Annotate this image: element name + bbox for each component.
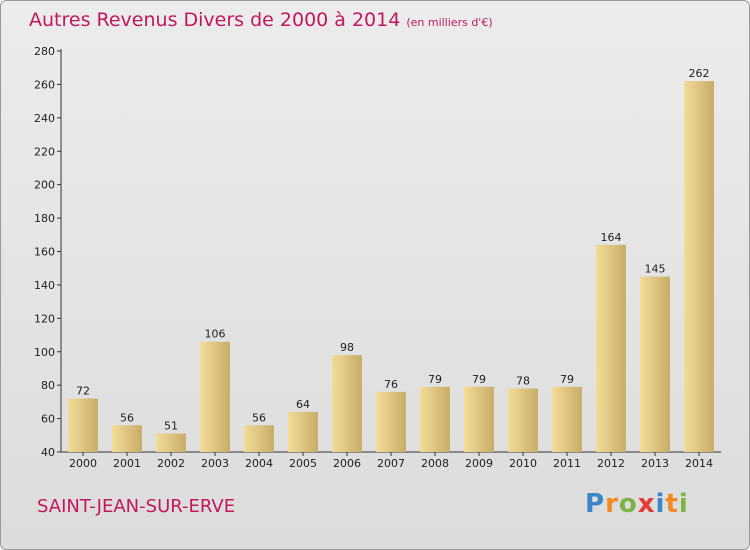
y-tick-label: 120 — [34, 312, 55, 325]
x-tick-label: 2008 — [421, 457, 449, 470]
x-tick-label: 2005 — [289, 457, 317, 470]
y-tick-label: 100 — [34, 346, 55, 359]
data-label: 98 — [340, 341, 354, 354]
chart-title: Autres Revenus Divers de 2000 à 2014 (en … — [29, 9, 493, 31]
logo-letter: i — [678, 489, 689, 519]
x-tick-label: 2012 — [597, 457, 625, 470]
bar — [376, 391, 406, 452]
commune-name: SAINT-JEAN-SUR-ERVE — [37, 496, 236, 517]
proxiti-logo: Proxiti — [585, 489, 689, 519]
bar — [288, 411, 318, 452]
y-tick-label: 160 — [34, 246, 55, 259]
y-tick-label: 280 — [34, 45, 55, 58]
logo-letter: x — [637, 489, 656, 519]
logo-letter: P — [585, 489, 606, 519]
y-tick-label: 260 — [34, 78, 55, 91]
bar — [200, 341, 230, 452]
x-tick-label: 2014 — [685, 457, 713, 470]
data-label: 72 — [76, 385, 90, 398]
bar — [464, 386, 494, 452]
data-label: 145 — [645, 263, 666, 276]
x-tick-label: 2006 — [333, 457, 361, 470]
bar — [596, 244, 626, 452]
bar — [420, 386, 450, 452]
logo-letter: i — [655, 489, 666, 519]
y-tick-label: 40 — [41, 446, 55, 459]
y-tick-label: 200 — [34, 179, 55, 192]
x-tick-label: 2004 — [245, 457, 273, 470]
bar — [552, 386, 582, 452]
bar — [68, 398, 98, 452]
x-tick-label: 2003 — [201, 457, 229, 470]
bar — [332, 355, 362, 452]
bar — [684, 81, 714, 452]
chart-subtitle: (en milliers d'€) — [406, 16, 493, 29]
bar — [112, 425, 142, 452]
y-tick-label: 140 — [34, 279, 55, 292]
x-tick-label: 2013 — [641, 457, 669, 470]
x-tick-label: 2007 — [377, 457, 405, 470]
logo-letter: o — [618, 489, 638, 519]
y-tick-label: 60 — [41, 413, 55, 426]
logo-letter: t — [665, 489, 679, 519]
x-tick-label: 2011 — [553, 457, 581, 470]
chart-title-text: Autres Revenus Divers de 2000 à 2014 — [29, 9, 401, 31]
data-label: 79 — [472, 373, 486, 386]
x-tick-label: 2001 — [113, 457, 141, 470]
data-label: 164 — [601, 231, 622, 244]
data-label: 64 — [296, 398, 310, 411]
x-tick-label: 2000 — [69, 457, 97, 470]
bar — [156, 433, 186, 452]
y-tick-label: 180 — [34, 212, 55, 225]
data-label: 262 — [689, 67, 710, 80]
y-tick-label: 220 — [34, 145, 55, 158]
bar — [640, 276, 670, 452]
x-tick-label: 2009 — [465, 457, 493, 470]
data-label: 106 — [205, 328, 226, 341]
data-label: 51 — [164, 420, 178, 433]
bar — [508, 388, 538, 452]
data-label: 79 — [560, 373, 574, 386]
data-label: 56 — [120, 411, 134, 424]
bar — [244, 425, 274, 452]
data-label: 79 — [428, 373, 442, 386]
logo-letter: r — [605, 489, 619, 519]
data-label: 76 — [384, 378, 398, 391]
x-tick-label: 2010 — [509, 457, 537, 470]
y-tick-label: 240 — [34, 112, 55, 125]
x-tick-label: 2002 — [157, 457, 185, 470]
data-label: 78 — [516, 375, 530, 388]
data-label: 56 — [252, 411, 266, 424]
y-tick-label: 80 — [41, 379, 55, 392]
